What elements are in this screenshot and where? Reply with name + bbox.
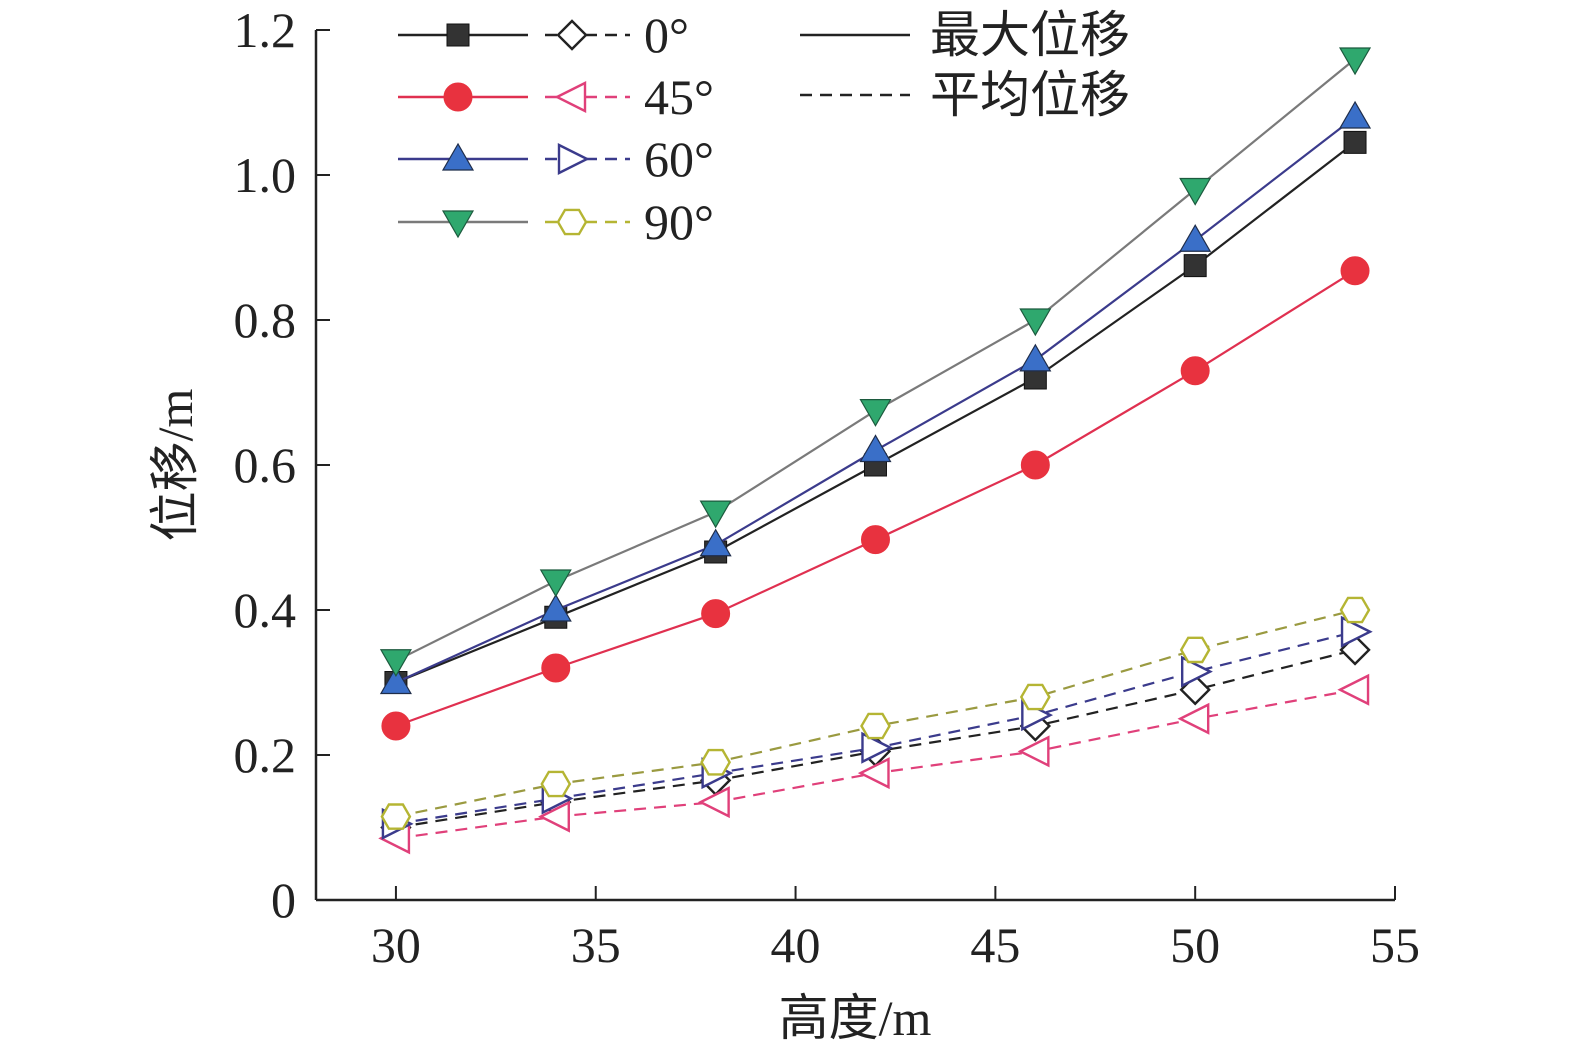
- data-point: [1340, 256, 1370, 286]
- data-point: [1179, 224, 1212, 252]
- legend-marker-max: [446, 23, 470, 47]
- legend-marker-avg: [556, 208, 588, 236]
- data-point: [860, 712, 891, 740]
- y-tick-label: 0.6: [234, 437, 297, 493]
- data-point: [1340, 615, 1373, 648]
- x-tick-label: 35: [571, 917, 621, 973]
- data-point: [538, 800, 570, 833]
- data-point: [1343, 130, 1367, 154]
- data-point: [1180, 655, 1213, 688]
- data-point: [1179, 636, 1211, 664]
- y-tick-label: 1.0: [234, 147, 297, 203]
- series-layer: [378, 47, 1373, 855]
- series-max-1: [381, 256, 1370, 741]
- legend-label: 45°: [644, 69, 714, 125]
- x-tick-label: 45: [970, 917, 1020, 973]
- series-max-3: [379, 47, 1372, 677]
- data-point: [859, 434, 892, 463]
- legend-marker-avg: [557, 143, 590, 175]
- data-point: [381, 711, 411, 741]
- data-point: [697, 786, 730, 819]
- data-point: [861, 731, 894, 764]
- y-tick-label: 0.2: [234, 727, 297, 783]
- data-point: [380, 803, 412, 830]
- data-point: [1177, 702, 1210, 735]
- legend-label: 90°: [644, 194, 714, 250]
- data-point: [857, 757, 890, 790]
- legend-marker-avg: [556, 19, 588, 51]
- series-avg-1: [378, 673, 1370, 855]
- y-tick-label: 0.8: [234, 292, 297, 348]
- data-point: [539, 569, 572, 598]
- legend-marker-avg: [554, 81, 587, 113]
- data-point: [1183, 254, 1207, 278]
- data-point: [860, 525, 890, 555]
- x-tick-label: 30: [371, 917, 421, 973]
- x-tick-label: 40: [771, 917, 821, 973]
- data-point: [1179, 177, 1212, 206]
- legend-style-label-max: 最大位移: [930, 7, 1130, 63]
- data-point: [701, 599, 731, 629]
- legend-marker-max: [441, 210, 475, 239]
- data-point: [699, 500, 732, 529]
- x-tick-label: 50: [1170, 917, 1220, 973]
- legend-marker-max: [441, 142, 475, 171]
- x-axis-title: 高度/m: [779, 990, 932, 1046]
- data-point: [1019, 683, 1051, 711]
- legend-style-label-avg: 平均位移: [930, 67, 1130, 123]
- x-tick-label: 55: [1370, 917, 1420, 973]
- data-point: [1019, 308, 1052, 337]
- y-tick-label: 1.2: [234, 2, 297, 58]
- data-point: [539, 593, 572, 622]
- legend-marker-max: [443, 82, 473, 112]
- data-point: [541, 653, 571, 683]
- y-tick-label: 0.4: [234, 582, 297, 638]
- data-point: [1337, 673, 1370, 706]
- legend-label: 60°: [644, 131, 714, 187]
- data-point: [540, 770, 572, 798]
- data-point: [1020, 450, 1050, 480]
- data-point: [1180, 356, 1210, 386]
- series-max-2: [379, 100, 1372, 695]
- series-avg-3: [380, 596, 1371, 830]
- data-point: [1338, 47, 1372, 76]
- data-point: [1338, 100, 1372, 129]
- data-point: [379, 649, 412, 677]
- data-point: [379, 666, 412, 695]
- data-point: [1017, 735, 1050, 768]
- data-point: [1339, 596, 1371, 624]
- data-point: [1019, 343, 1052, 372]
- data-point: [700, 748, 731, 776]
- y-tick-label: 0: [271, 872, 296, 928]
- y-axis-title: 位移/m: [147, 389, 203, 542]
- data-point: [859, 399, 892, 427]
- legend-label: 0°: [644, 7, 689, 63]
- series-line: [395, 269, 1356, 728]
- data-point: [699, 528, 732, 557]
- axes: 30 35 40 45 50 55 0 0.2 0.4 0.6 0.8 1.0 1.2: [234, 2, 1421, 973]
